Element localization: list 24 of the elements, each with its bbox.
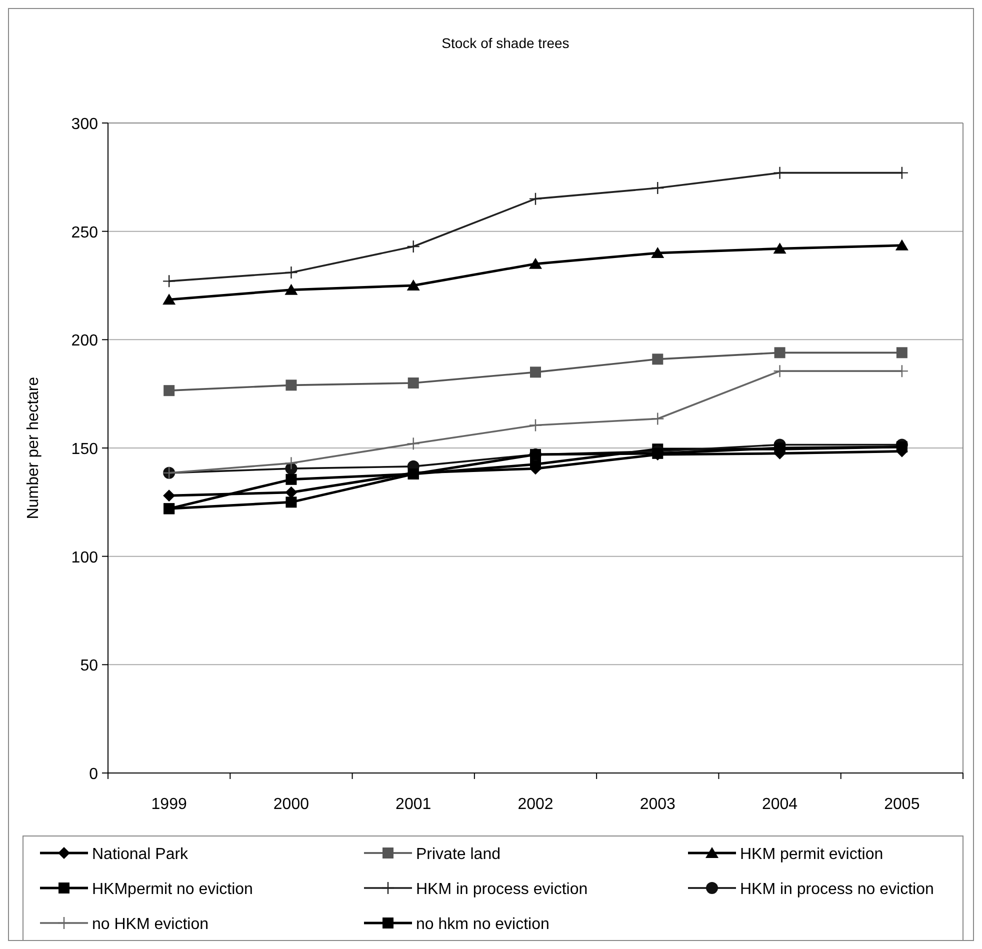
x-tick-label: 2000	[273, 796, 310, 813]
legend-label: HKM in process no eviction	[740, 881, 934, 898]
y-tick-label: 200	[71, 332, 98, 350]
legend-label: National Park	[92, 846, 190, 863]
x-tick-label: 2003	[640, 796, 676, 813]
legend-label: HKMpermit no eviction	[92, 881, 253, 898]
legend-label: no hkm no eviction	[416, 916, 550, 933]
x-tick-label: 2002	[518, 796, 554, 813]
chart-title: Stock of shade trees	[442, 35, 570, 51]
y-axis-title: Number per hectare	[25, 376, 42, 520]
legend-label: HKM in process eviction	[416, 881, 588, 898]
legend-label: HKM permit eviction	[740, 846, 884, 863]
y-tick-label: 300	[71, 116, 98, 133]
y-tick-label: 0	[89, 766, 98, 783]
y-tick-label: 150	[71, 441, 98, 458]
y-tick-label: 250	[71, 224, 98, 242]
legend-label: no HKM eviction	[92, 916, 208, 933]
y-tick-label: 50	[80, 658, 98, 675]
x-tick-label: 1999	[151, 796, 187, 813]
x-tick-label: 2001	[396, 796, 432, 813]
legend-label: Private land	[416, 846, 500, 863]
x-tick-label: 2004	[762, 796, 798, 813]
y-tick-label: 100	[71, 549, 98, 566]
x-tick-label: 2005	[884, 796, 920, 813]
